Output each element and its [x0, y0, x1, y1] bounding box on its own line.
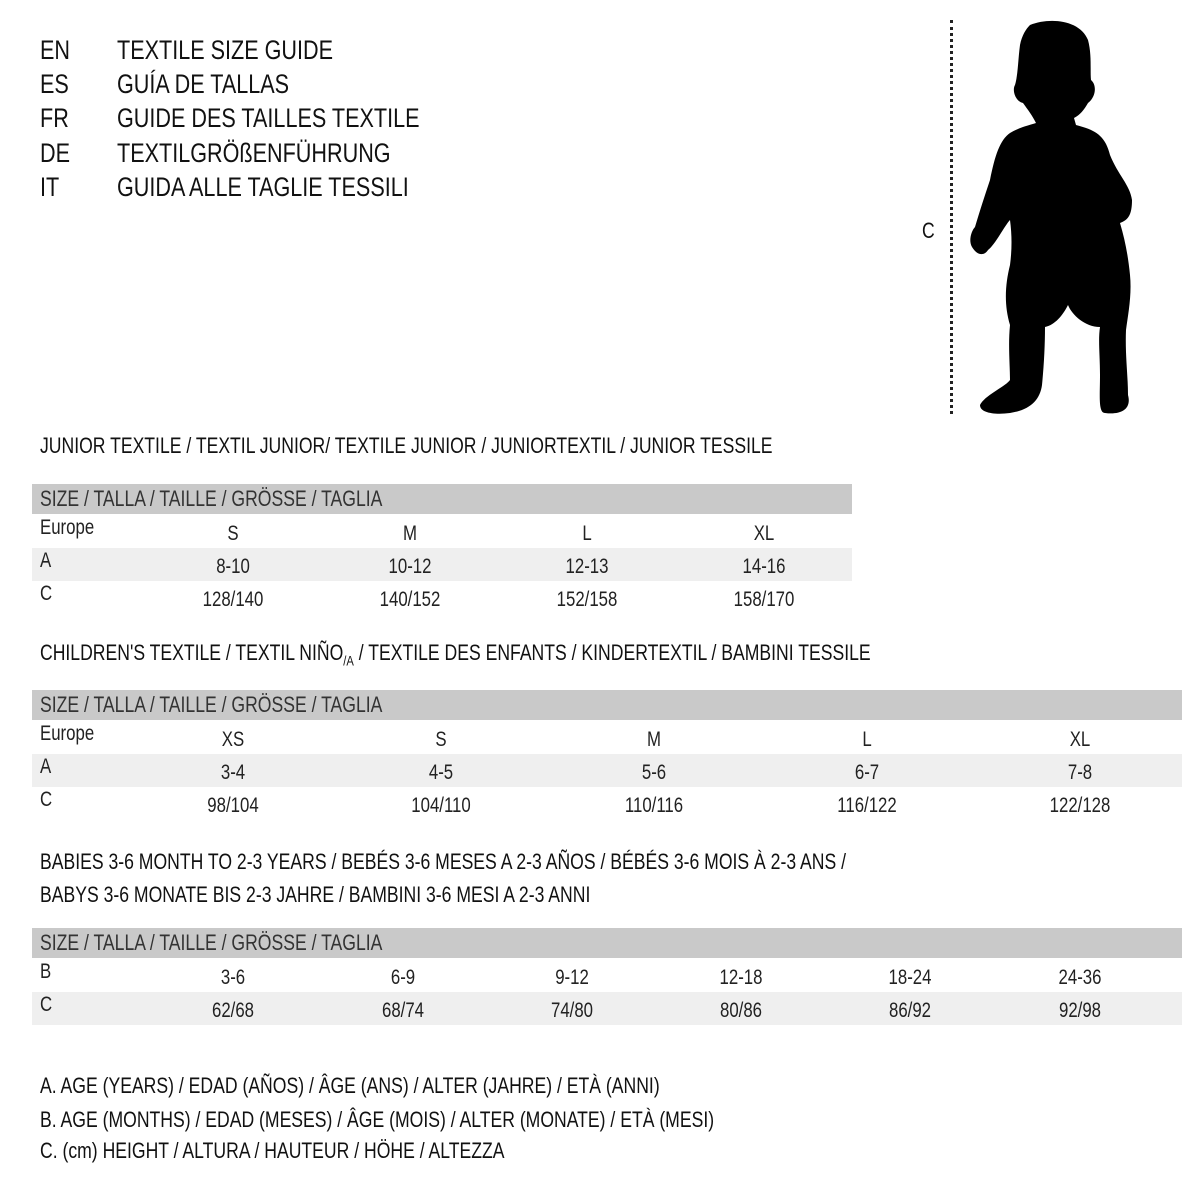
lang-code: IT [40, 172, 60, 202]
table-row: C 62/68 68/74 74/80 80/86 86/92 92/98 [32, 992, 1182, 1025]
lang-code: FR [40, 103, 69, 133]
table-header: SIZE / TALLA / TAILLE / GRÖSSE / TAGLIA [32, 690, 1182, 720]
lang-title: TEXTILGRÖßENFÜHRUNG [117, 138, 391, 168]
legend-b: B. AGE (MONTHS) / EDAD (MESES) / ÂGE (MO… [40, 1107, 715, 1132]
table-row: C 128/140 140/152 152/158 158/170 [40, 582, 795, 611]
table-row: C 98/104 104/110 110/116 116/122 122/128 [40, 788, 1111, 817]
height-measure-label: C [922, 218, 935, 243]
legend-c: C. (cm) HEIGHT / ALTURA / HAUTEUR / HÖHE… [40, 1138, 505, 1163]
child-silhouette-icon [970, 20, 1132, 414]
table-header: SIZE / TALLA / TAILLE / GRÖSSE / TAGLIA [32, 484, 852, 514]
section-title-children: CHILDREN'S TEXTILE / TEXTIL NIÑO/A / TEX… [40, 640, 871, 669]
table-row: Europe S M L XL [40, 516, 775, 545]
table-row: Europe XS S M L XL [40, 722, 1091, 751]
section-title-babies-line2: BABYS 3-6 MONATE BIS 2-3 JAHRE / BAMBINI… [40, 882, 591, 907]
legend-a: A. AGE (YEARS) / EDAD (AÑOS) / ÂGE (ANS)… [40, 1073, 660, 1098]
lang-title: GUIDA ALLE TAGLIE TESSILI [117, 172, 409, 202]
table-header: SIZE / TALLA / TAILLE / GRÖSSE / TAGLIA [32, 928, 1182, 958]
table-row: B 3-6 6-9 9-12 12-18 18-24 24-36 [40, 960, 1102, 989]
lang-code: ES [40, 69, 69, 99]
table-row: A 3-4 4-5 5-6 6-7 7-8 [32, 754, 1182, 787]
lang-title: GUÍA DE TALLAS [117, 69, 290, 99]
table-row: A 8-10 10-12 12-13 14-16 [32, 548, 852, 581]
section-title-babies-line1: BABIES 3-6 MONTH TO 2-3 YEARS / BEBÉS 3-… [40, 849, 846, 874]
lang-title: GUIDE DES TAILLES TEXTILE [117, 103, 420, 133]
lang-code: EN [40, 35, 71, 65]
height-measure-line [950, 20, 953, 414]
section-title-junior: JUNIOR TEXTILE / TEXTIL JUNIOR/ TEXTILE … [40, 433, 773, 458]
lang-code: DE [40, 138, 71, 168]
lang-title: TEXTILE SIZE GUIDE [117, 35, 334, 65]
